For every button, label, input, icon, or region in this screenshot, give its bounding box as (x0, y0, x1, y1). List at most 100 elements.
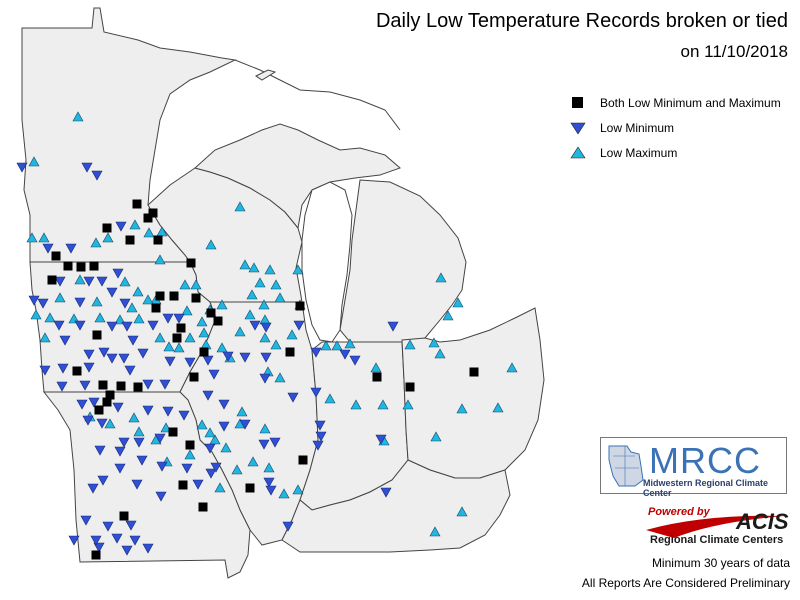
marker-both-low-records (47, 275, 57, 285)
marker-low-maximum (248, 262, 260, 273)
marker-low-maximum (292, 484, 304, 495)
marker-low-maximum (258, 299, 270, 310)
triangle-up-icon (570, 145, 586, 158)
marker-low-maximum (28, 156, 40, 167)
marker-low-minimum (375, 434, 387, 445)
marker-low-maximum (154, 254, 166, 265)
marker-both-low-records (133, 382, 143, 392)
marker-low-maximum (231, 464, 243, 475)
midwest-outline-icon (608, 445, 644, 487)
marker-both-low-records (105, 390, 115, 400)
marker-low-maximum (91, 296, 103, 307)
marker-both-low-records (186, 258, 196, 268)
marker-low-maximum (442, 310, 454, 321)
marker-low-minimum (96, 418, 108, 429)
marker-low-minimum (106, 353, 118, 364)
marker-both-low-records (51, 251, 61, 261)
marker-low-maximum (44, 312, 56, 323)
marker-both-low-records (132, 199, 142, 209)
marker-low-minimum (137, 348, 149, 359)
marker-low-maximum (452, 297, 464, 308)
marker-both-low-records (206, 308, 216, 318)
marker-low-minimum (129, 535, 141, 546)
marker-low-maximum (216, 342, 228, 353)
marker-both-low-records (191, 293, 201, 303)
marker-low-maximum (72, 111, 84, 122)
marker-low-maximum (198, 327, 210, 338)
marker-both-low-records (63, 261, 73, 271)
marker-low-minimum (88, 397, 100, 408)
note-preliminary: All Reports Are Considered Preliminary (581, 576, 790, 590)
marker-both-low-records (98, 380, 108, 390)
marker-low-maximum (216, 299, 228, 310)
marker-low-maximum (456, 403, 468, 414)
marker-low-maximum (270, 339, 282, 350)
marker-low-minimum (114, 446, 126, 457)
marker-low-maximum (292, 264, 304, 275)
marker-low-minimum (97, 475, 109, 486)
marker-low-minimum (249, 320, 261, 331)
marker-low-maximum (184, 449, 196, 460)
marker-low-minimum (53, 320, 65, 331)
marker-low-minimum (310, 347, 322, 358)
marker-low-minimum (380, 487, 392, 498)
marker-low-minimum (173, 313, 185, 324)
marker-low-maximum (404, 339, 416, 350)
marker-low-minimum (115, 221, 127, 232)
marker-low-minimum (210, 462, 222, 473)
marker-low-maximum (429, 526, 441, 537)
marker-low-minimum (106, 321, 118, 332)
legend-item-low-maximum: Low Maximum (568, 140, 781, 165)
marker-low-maximum (163, 341, 175, 352)
marker-low-maximum (456, 506, 468, 517)
marker-low-maximum (119, 276, 131, 287)
marker-both-low-records (89, 261, 99, 271)
marker-both-low-records (155, 291, 165, 301)
marker-low-minimum (142, 543, 154, 554)
marker-low-maximum (220, 442, 232, 453)
marker-both-low-records (153, 235, 163, 245)
marker-both-low-records (148, 208, 158, 218)
marker-low-minimum (96, 276, 108, 287)
marker-both-low-records (178, 480, 188, 490)
marker-low-minimum (218, 399, 230, 410)
acis-name: ACIS (736, 509, 789, 534)
marker-low-minimum (314, 420, 326, 431)
marker-low-minimum (102, 521, 114, 532)
marker-low-minimum (74, 320, 86, 331)
marker-low-maximum (128, 412, 140, 423)
lake-michigan (301, 181, 353, 343)
marker-low-minimum (87, 483, 99, 494)
marker-low-minimum (54, 276, 66, 287)
acis-powered-by: Powered by (648, 506, 710, 518)
marker-low-minimum (118, 353, 130, 364)
marker-low-maximum (274, 372, 286, 383)
marker-low-minimum (239, 419, 251, 430)
marker-low-maximum (244, 309, 256, 320)
marker-low-minimum (178, 410, 190, 421)
marker-low-minimum (133, 437, 145, 448)
marker-low-minimum (74, 297, 86, 308)
marker-low-maximum (331, 340, 343, 351)
marker-both-low-records (143, 213, 153, 223)
marker-low-minimum (192, 479, 204, 490)
marker-both-low-records (198, 502, 208, 512)
marker-low-minimum (312, 440, 324, 451)
marker-low-minimum (80, 515, 92, 526)
marker-low-maximum (154, 332, 166, 343)
marker-low-minimum (16, 162, 28, 173)
marker-low-minimum (57, 363, 69, 374)
marker-both-low-records (92, 330, 102, 340)
marker-low-maximum (94, 312, 106, 323)
marker-low-maximum (132, 286, 144, 297)
map-subtitle: on 11/10/2018 (680, 42, 788, 61)
marker-low-minimum (90, 535, 102, 546)
marker-low-maximum (247, 456, 259, 467)
state-missouri (42, 391, 251, 579)
marker-low-maximum (430, 431, 442, 442)
marker-both-low-records (172, 333, 182, 343)
marker-low-minimum (162, 313, 174, 324)
marker-low-maximum (377, 399, 389, 410)
marker-low-maximum (270, 279, 282, 290)
marker-low-maximum (246, 289, 258, 300)
